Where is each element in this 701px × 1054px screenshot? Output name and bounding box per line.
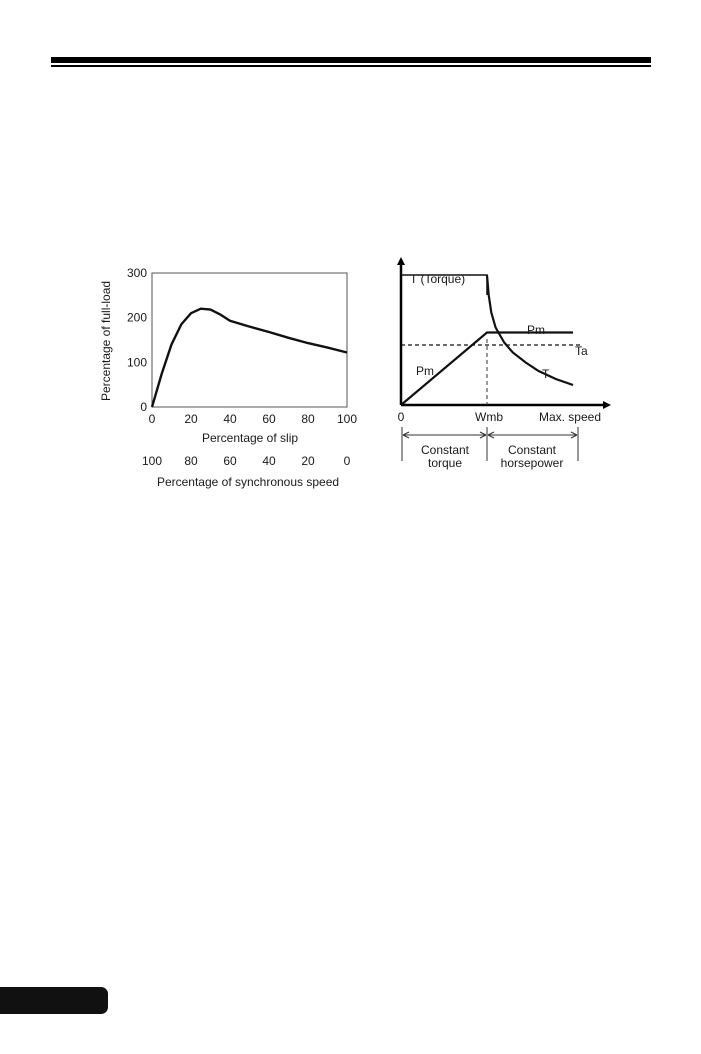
x-tick-label: 100 xyxy=(337,412,357,426)
torque-hyperbola xyxy=(485,274,574,387)
x-tick-label: 80 xyxy=(301,412,315,426)
torque-speed-chart: T (Torque) Pm Ta Pm T 0 Wmb Max. speed C… xyxy=(397,257,611,470)
x-tick-label-secondary: 40 xyxy=(262,454,276,468)
y-tick-label: 300 xyxy=(127,266,147,280)
x-tick-label: 0 xyxy=(149,412,156,426)
arrowhead xyxy=(479,431,487,439)
arrowhead xyxy=(487,431,495,439)
power-line xyxy=(400,331,573,406)
arrowhead xyxy=(570,431,578,439)
torque-label: T (Torque) xyxy=(410,272,465,286)
pm-label-left: Pm xyxy=(416,364,434,378)
t-label: T xyxy=(542,367,550,381)
x-tick-max-speed: Max. speed xyxy=(539,410,601,424)
region-constant-hp-line1: Constant xyxy=(508,443,557,457)
region-constant-hp-line2: horsepower xyxy=(501,456,564,470)
x-tick-label-secondary: 60 xyxy=(223,454,237,468)
plot-frame xyxy=(151,272,348,408)
x-tick-label-secondary: 100 xyxy=(142,454,162,468)
pm-label-top: Pm xyxy=(527,323,545,337)
torque-curve xyxy=(150,307,348,408)
x-axis-label-secondary: Percentage of synchronous speed xyxy=(157,475,339,489)
ta-label: Ta xyxy=(575,344,588,358)
x-tick-zero: 0 xyxy=(398,410,405,424)
x-tick-label: 60 xyxy=(262,412,276,426)
x-tick-wmb: Wmb xyxy=(475,410,503,424)
header-rule-thick xyxy=(51,57,651,63)
x-tick-label-secondary: 80 xyxy=(184,454,198,468)
x-tick-label-secondary: 20 xyxy=(301,454,315,468)
region-constant-torque-line1: Constant xyxy=(421,443,470,457)
page-tab xyxy=(0,987,108,1014)
x-tick-label: 20 xyxy=(184,412,198,426)
y-axis-label: Percentage of full-load xyxy=(99,281,113,401)
x-axis-label: Percentage of slip xyxy=(202,431,298,445)
x-tick-label-secondary: 0 xyxy=(344,454,351,468)
y-tick-label: 0 xyxy=(140,400,147,414)
x-tick-label: 40 xyxy=(223,412,237,426)
y-tick-label: 200 xyxy=(127,311,147,325)
region-constant-torque-line2: torque xyxy=(428,456,462,470)
arrowhead xyxy=(402,431,410,439)
header-rule-thin xyxy=(51,65,651,67)
y-tick-label: 100 xyxy=(127,355,147,369)
